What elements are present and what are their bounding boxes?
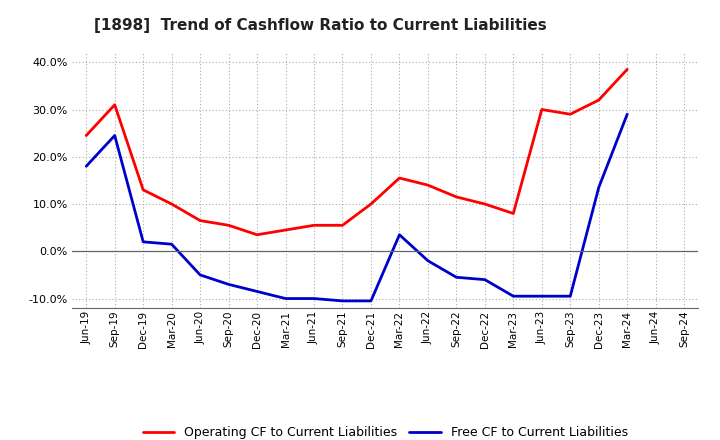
Operating CF to Current Liabilities bbox=[423, 183, 432, 188]
Operating CF to Current Liabilities bbox=[167, 202, 176, 207]
Text: [1898]  Trend of Cashflow Ratio to Current Liabilities: [1898] Trend of Cashflow Ratio to Curren… bbox=[94, 18, 546, 33]
Operating CF to Current Liabilities bbox=[282, 227, 290, 233]
Operating CF to Current Liabilities bbox=[566, 112, 575, 117]
Legend: Operating CF to Current Liabilities, Free CF to Current Liabilities: Operating CF to Current Liabilities, Fre… bbox=[138, 422, 633, 440]
Free CF to Current Liabilities bbox=[282, 296, 290, 301]
Operating CF to Current Liabilities bbox=[595, 97, 603, 103]
Free CF to Current Liabilities bbox=[509, 293, 518, 299]
Free CF to Current Liabilities bbox=[110, 133, 119, 138]
Free CF to Current Liabilities bbox=[310, 296, 318, 301]
Free CF to Current Liabilities bbox=[480, 277, 489, 282]
Operating CF to Current Liabilities bbox=[366, 202, 375, 207]
Free CF to Current Liabilities bbox=[167, 242, 176, 247]
Operating CF to Current Liabilities bbox=[338, 223, 347, 228]
Operating CF to Current Liabilities bbox=[110, 102, 119, 107]
Free CF to Current Liabilities bbox=[537, 293, 546, 299]
Operating CF to Current Liabilities bbox=[452, 194, 461, 200]
Line: Operating CF to Current Liabilities: Operating CF to Current Liabilities bbox=[86, 70, 627, 235]
Operating CF to Current Liabilities bbox=[225, 223, 233, 228]
Free CF to Current Liabilities bbox=[338, 298, 347, 304]
Free CF to Current Liabilities bbox=[253, 289, 261, 294]
Free CF to Current Liabilities bbox=[196, 272, 204, 278]
Line: Free CF to Current Liabilities: Free CF to Current Liabilities bbox=[86, 114, 627, 301]
Free CF to Current Liabilities bbox=[623, 112, 631, 117]
Free CF to Current Liabilities bbox=[366, 298, 375, 304]
Free CF to Current Liabilities bbox=[395, 232, 404, 238]
Operating CF to Current Liabilities bbox=[537, 107, 546, 112]
Free CF to Current Liabilities bbox=[452, 275, 461, 280]
Free CF to Current Liabilities bbox=[595, 185, 603, 190]
Free CF to Current Liabilities bbox=[566, 293, 575, 299]
Operating CF to Current Liabilities bbox=[196, 218, 204, 223]
Operating CF to Current Liabilities bbox=[253, 232, 261, 238]
Operating CF to Current Liabilities bbox=[480, 202, 489, 207]
Operating CF to Current Liabilities bbox=[139, 187, 148, 192]
Operating CF to Current Liabilities bbox=[310, 223, 318, 228]
Operating CF to Current Liabilities bbox=[82, 133, 91, 138]
Operating CF to Current Liabilities bbox=[395, 176, 404, 181]
Operating CF to Current Liabilities bbox=[509, 211, 518, 216]
Free CF to Current Liabilities bbox=[225, 282, 233, 287]
Free CF to Current Liabilities bbox=[82, 164, 91, 169]
Free CF to Current Liabilities bbox=[423, 258, 432, 264]
Free CF to Current Liabilities bbox=[139, 239, 148, 245]
Operating CF to Current Liabilities bbox=[623, 67, 631, 72]
